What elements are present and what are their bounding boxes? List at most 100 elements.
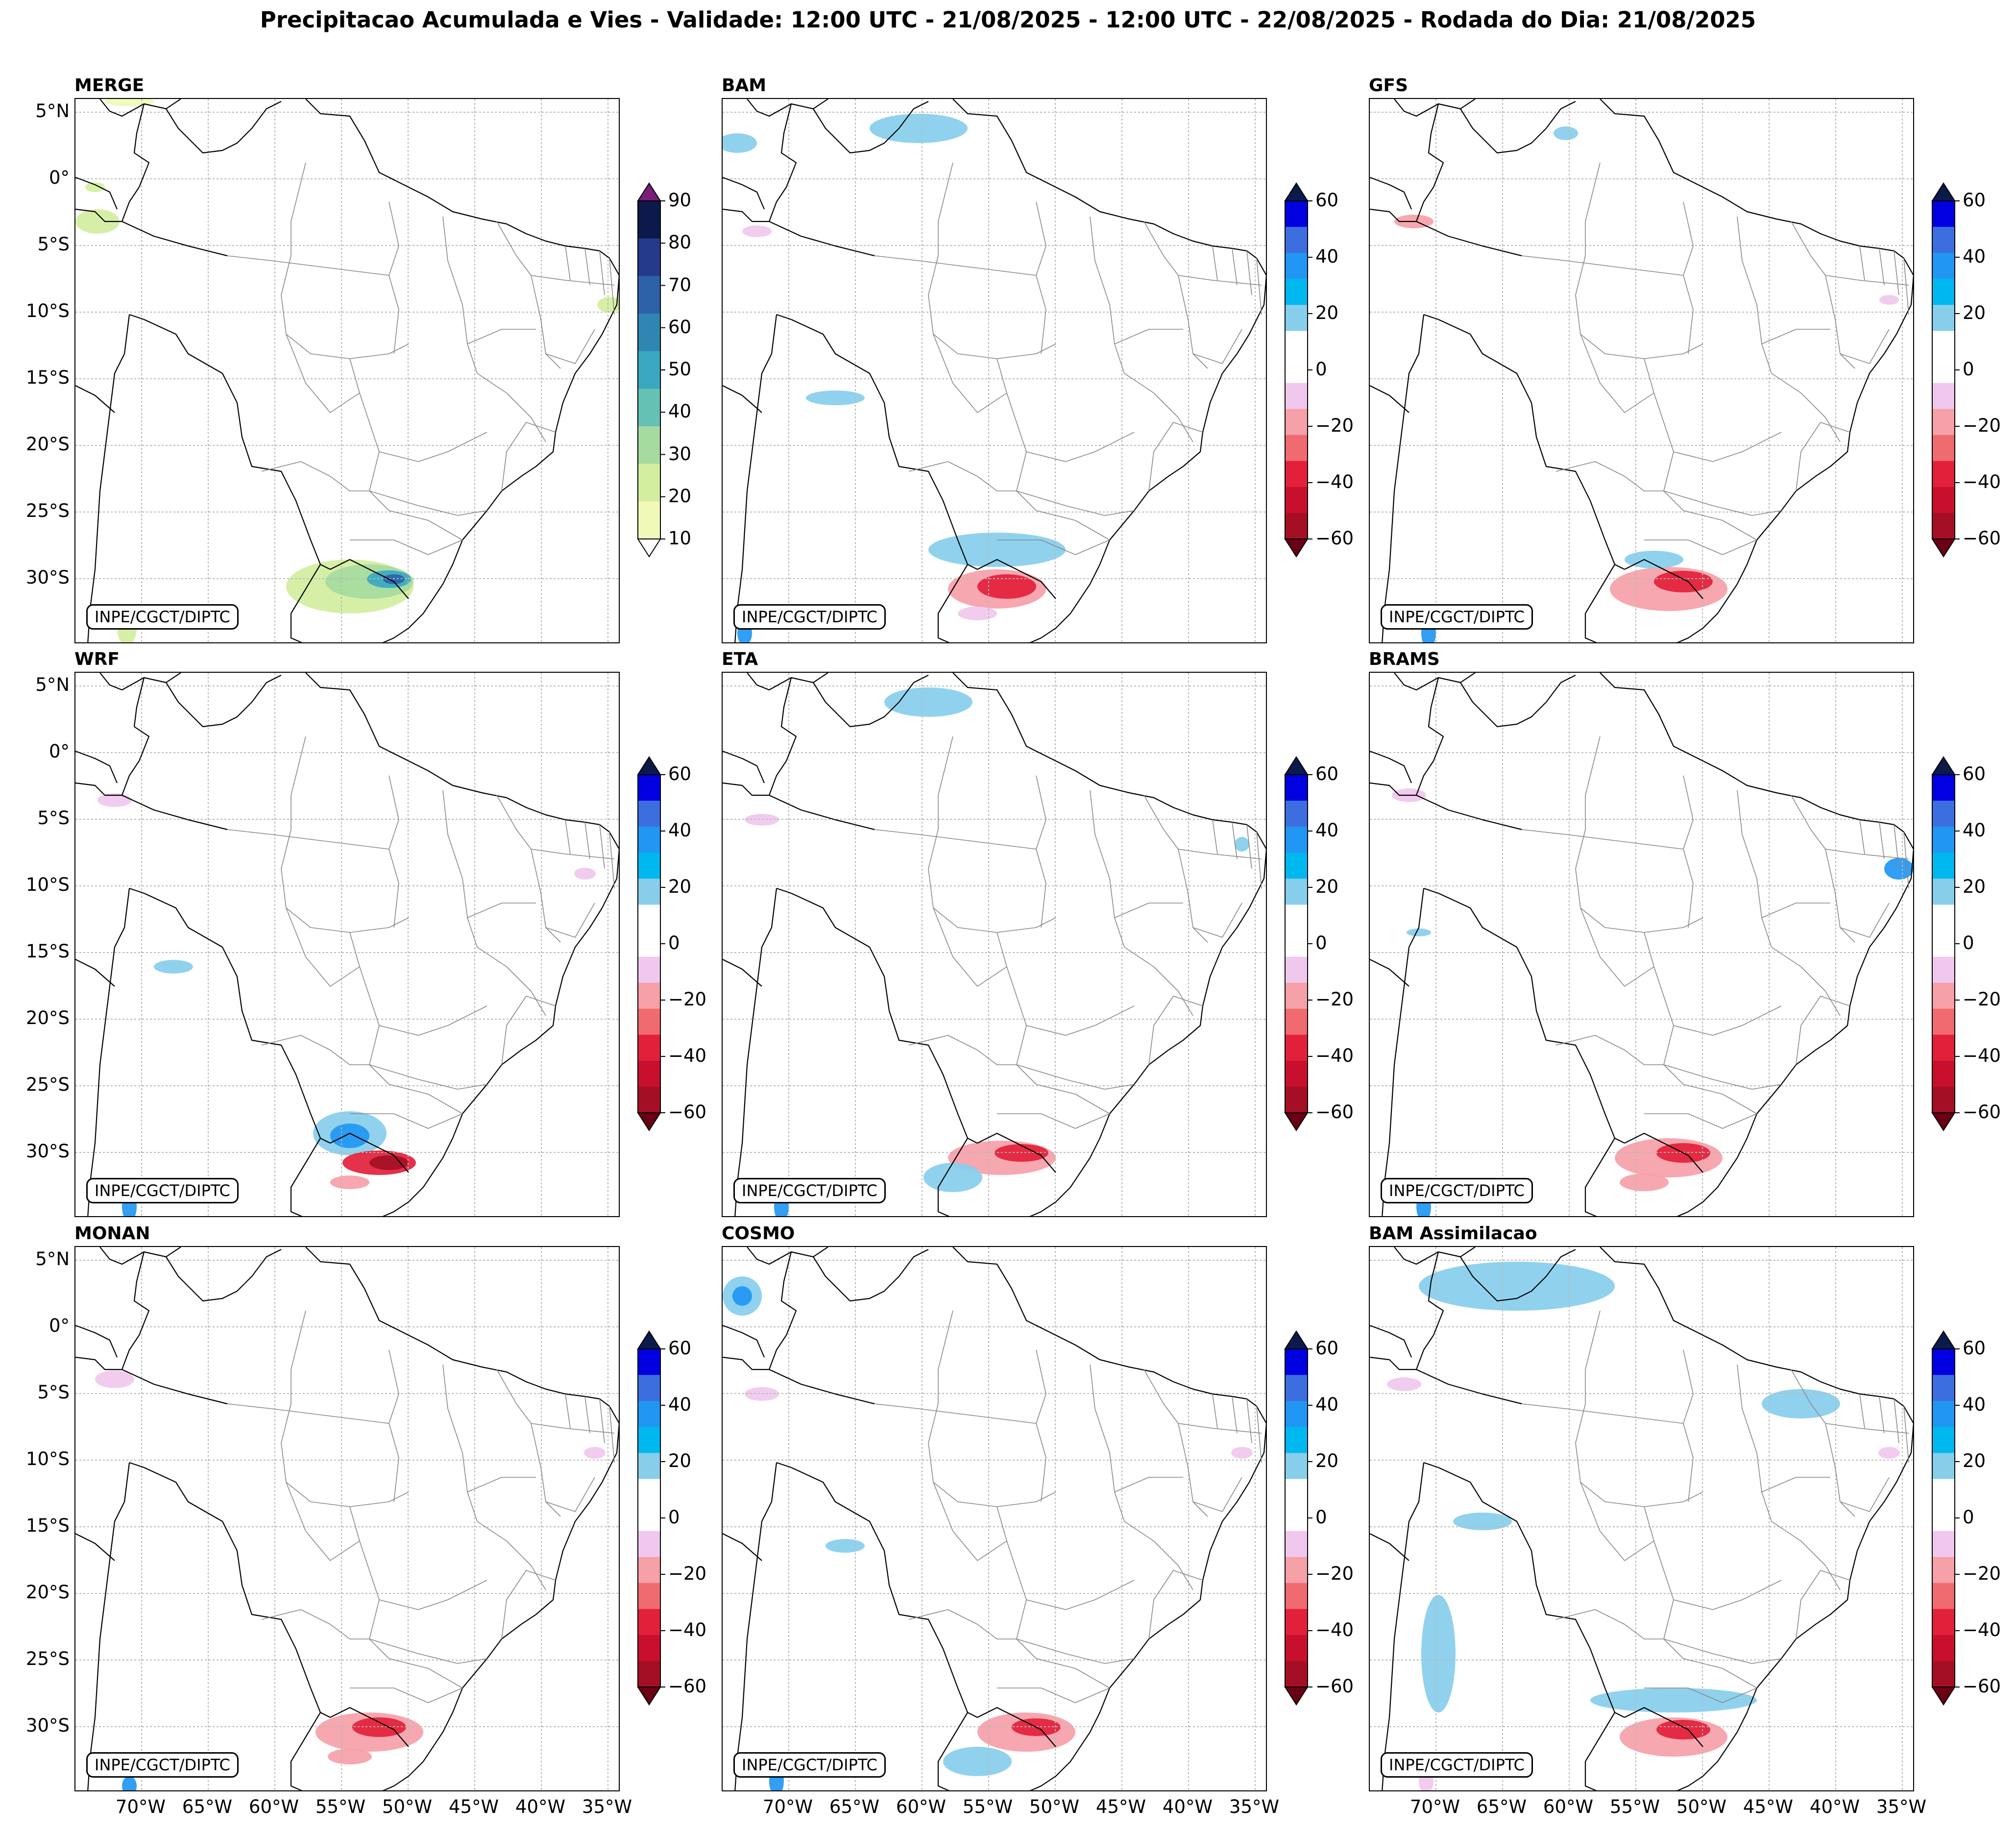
map-frame[interactable]: INPE/CGCT/DIPTC bbox=[1369, 1246, 1914, 1791]
basemap-outlines bbox=[723, 1247, 1266, 1790]
colorbar-segment bbox=[1285, 253, 1308, 279]
colorbar-tick-label: −40 bbox=[1315, 1619, 1354, 1640]
colorbar-segment bbox=[1932, 461, 1955, 488]
field-contour bbox=[75, 209, 120, 234]
colorbar-segment bbox=[1932, 1531, 1955, 1558]
colorbar-tick-label: 0 bbox=[1315, 1507, 1327, 1528]
colorbar-tick-label: −20 bbox=[1963, 1563, 2001, 1584]
field-contour bbox=[1407, 929, 1431, 936]
field-contour bbox=[732, 1286, 752, 1306]
colorbar-segment bbox=[638, 801, 660, 827]
colorbar-segment bbox=[1285, 357, 1308, 384]
lat-tick-label: 5°S bbox=[37, 234, 70, 255]
colorbar-segment bbox=[638, 1427, 660, 1453]
field-contour bbox=[928, 533, 1066, 567]
map-frame[interactable]: INPE/CGCT/DIPTC bbox=[722, 1246, 1267, 1791]
colorbar-tick-label: 60 bbox=[668, 763, 692, 784]
colorbar-segment bbox=[1932, 383, 1955, 410]
colorbar-tick-label: −20 bbox=[1315, 1563, 1354, 1584]
colorbar-graphic bbox=[1284, 1330, 1312, 1706]
colorbar-over-arrow bbox=[637, 1330, 661, 1349]
colorbar-segment bbox=[1932, 1349, 1955, 1375]
lon-tick-label: 65°W bbox=[182, 1796, 233, 1817]
colorbar-segment bbox=[1285, 1557, 1308, 1584]
colorbar-under-arrow bbox=[637, 1687, 661, 1706]
colorbar-tick-label: 60 bbox=[1963, 763, 1986, 784]
map-frame[interactable]: INPE/CGCT/DIPTC bbox=[722, 98, 1267, 643]
colorbar-segment bbox=[638, 464, 660, 502]
credit-label: INPE/CGCT/DIPTC bbox=[1381, 604, 1533, 630]
colorbar-segment bbox=[638, 276, 660, 314]
lat-tick-label: 5°S bbox=[37, 1382, 70, 1403]
lat-tick-label: 30°S bbox=[25, 1141, 70, 1162]
colorbar-tick-label: 40 bbox=[1963, 820, 1986, 841]
colorbar-tick-label: 0 bbox=[1315, 359, 1327, 380]
colorbar-segment bbox=[1932, 1401, 1955, 1427]
colorbar-segment bbox=[1932, 905, 1955, 931]
lon-tick-label: 45°W bbox=[1743, 1796, 1794, 1817]
lon-tick-label: 55°W bbox=[315, 1796, 366, 1817]
colorbar-graphic bbox=[1931, 756, 1960, 1131]
colorbar-segment bbox=[638, 1034, 660, 1061]
colorbar-segment bbox=[1285, 1349, 1308, 1375]
map-frame[interactable]: INPE/CGCT/DIPTC bbox=[74, 98, 620, 643]
lon-tick-label: 60°W bbox=[248, 1796, 299, 1817]
panel-title: COSMO bbox=[722, 1223, 795, 1244]
colorbar-graphic bbox=[637, 182, 665, 558]
colorbar-segment bbox=[1285, 1635, 1308, 1662]
panel-title: WRF bbox=[74, 649, 120, 669]
colorbar-segment bbox=[1932, 827, 1955, 853]
map-panel: COSMO INPE/CGCT/DIPTC 70°W 65°W 60°W 55°W 50°W… bbox=[722, 1223, 1279, 1817]
colorbar-segment bbox=[1932, 279, 1955, 305]
field-contour bbox=[923, 1163, 982, 1192]
map-frame[interactable]: INPE/CGCT/DIPTC bbox=[722, 672, 1267, 1217]
colorbar-segment bbox=[638, 1505, 660, 1532]
map-panel: BAM INPE/CGCT/DIPTC bbox=[722, 75, 1267, 643]
colorbar-segment bbox=[1285, 409, 1308, 436]
map-frame[interactable]: INPE/CGCT/DIPTC bbox=[74, 672, 620, 1217]
colorbar-segment bbox=[1285, 487, 1308, 514]
colorbar-tick-label: 20 bbox=[1963, 1450, 1986, 1471]
colorbar-segment bbox=[1932, 879, 1955, 905]
colorbar-segment bbox=[1285, 331, 1308, 357]
colorbar-tick-label: −60 bbox=[1315, 1101, 1354, 1123]
colorbar-tick-label: 60 bbox=[1963, 1338, 1986, 1359]
lat-tick-label: 15°S bbox=[25, 367, 70, 388]
colorbar-tick-label: 90 bbox=[668, 190, 692, 211]
colorbar-over-arrow bbox=[1284, 182, 1309, 201]
colorbar-segment bbox=[1285, 513, 1308, 539]
colorbar-under-arrow bbox=[1931, 1687, 1956, 1706]
colorbar-tick-label: 60 bbox=[1315, 1338, 1339, 1359]
lon-tick-label: 65°W bbox=[829, 1796, 880, 1817]
field-contour bbox=[154, 960, 193, 974]
field-contour bbox=[1620, 1174, 1669, 1191]
colorbar-tick-label: −40 bbox=[1963, 1045, 2001, 1066]
panel-title: BAM bbox=[722, 75, 767, 96]
lon-tick-label: 35°W bbox=[1876, 1796, 1927, 1817]
colorbar-segment bbox=[638, 238, 660, 276]
colorbar-segment bbox=[638, 1635, 660, 1662]
map-panel: GFS INPE/CGCT/DIPTC bbox=[1369, 75, 1914, 643]
colorbar-tick-label: −40 bbox=[1315, 1045, 1354, 1066]
map-frame[interactable]: INPE/CGCT/DIPTC bbox=[1369, 672, 1914, 1217]
colorbar-tick-label: −20 bbox=[1315, 415, 1354, 436]
lon-tick-label: 40°W bbox=[515, 1796, 566, 1817]
colorbar-tick-label: 60 bbox=[1315, 190, 1339, 211]
field-contour bbox=[1762, 1389, 1840, 1418]
colorbar-tick-label: 40 bbox=[1963, 1394, 1986, 1415]
colorbar-segment bbox=[638, 1609, 660, 1636]
field-contour bbox=[943, 1747, 1012, 1776]
map-canvas bbox=[75, 99, 619, 642]
field-contour bbox=[977, 574, 1036, 599]
field-contour bbox=[1235, 837, 1249, 852]
colorbar-segment bbox=[1932, 305, 1955, 331]
colorbar-tick-label: 40 bbox=[668, 1394, 692, 1415]
field-contour bbox=[105, 99, 154, 106]
colorbar-over-arrow bbox=[1931, 1330, 1956, 1349]
colorbar-segment bbox=[1285, 1609, 1308, 1636]
credit-label: INPE/CGCT/DIPTC bbox=[86, 1752, 239, 1778]
lon-tick-label: 55°W bbox=[1609, 1796, 1660, 1817]
map-frame[interactable]: INPE/CGCT/DIPTC bbox=[1369, 98, 1914, 643]
colorbar-over-arrow bbox=[637, 182, 661, 201]
map-frame[interactable]: INPE/CGCT/DIPTC bbox=[74, 1246, 620, 1791]
